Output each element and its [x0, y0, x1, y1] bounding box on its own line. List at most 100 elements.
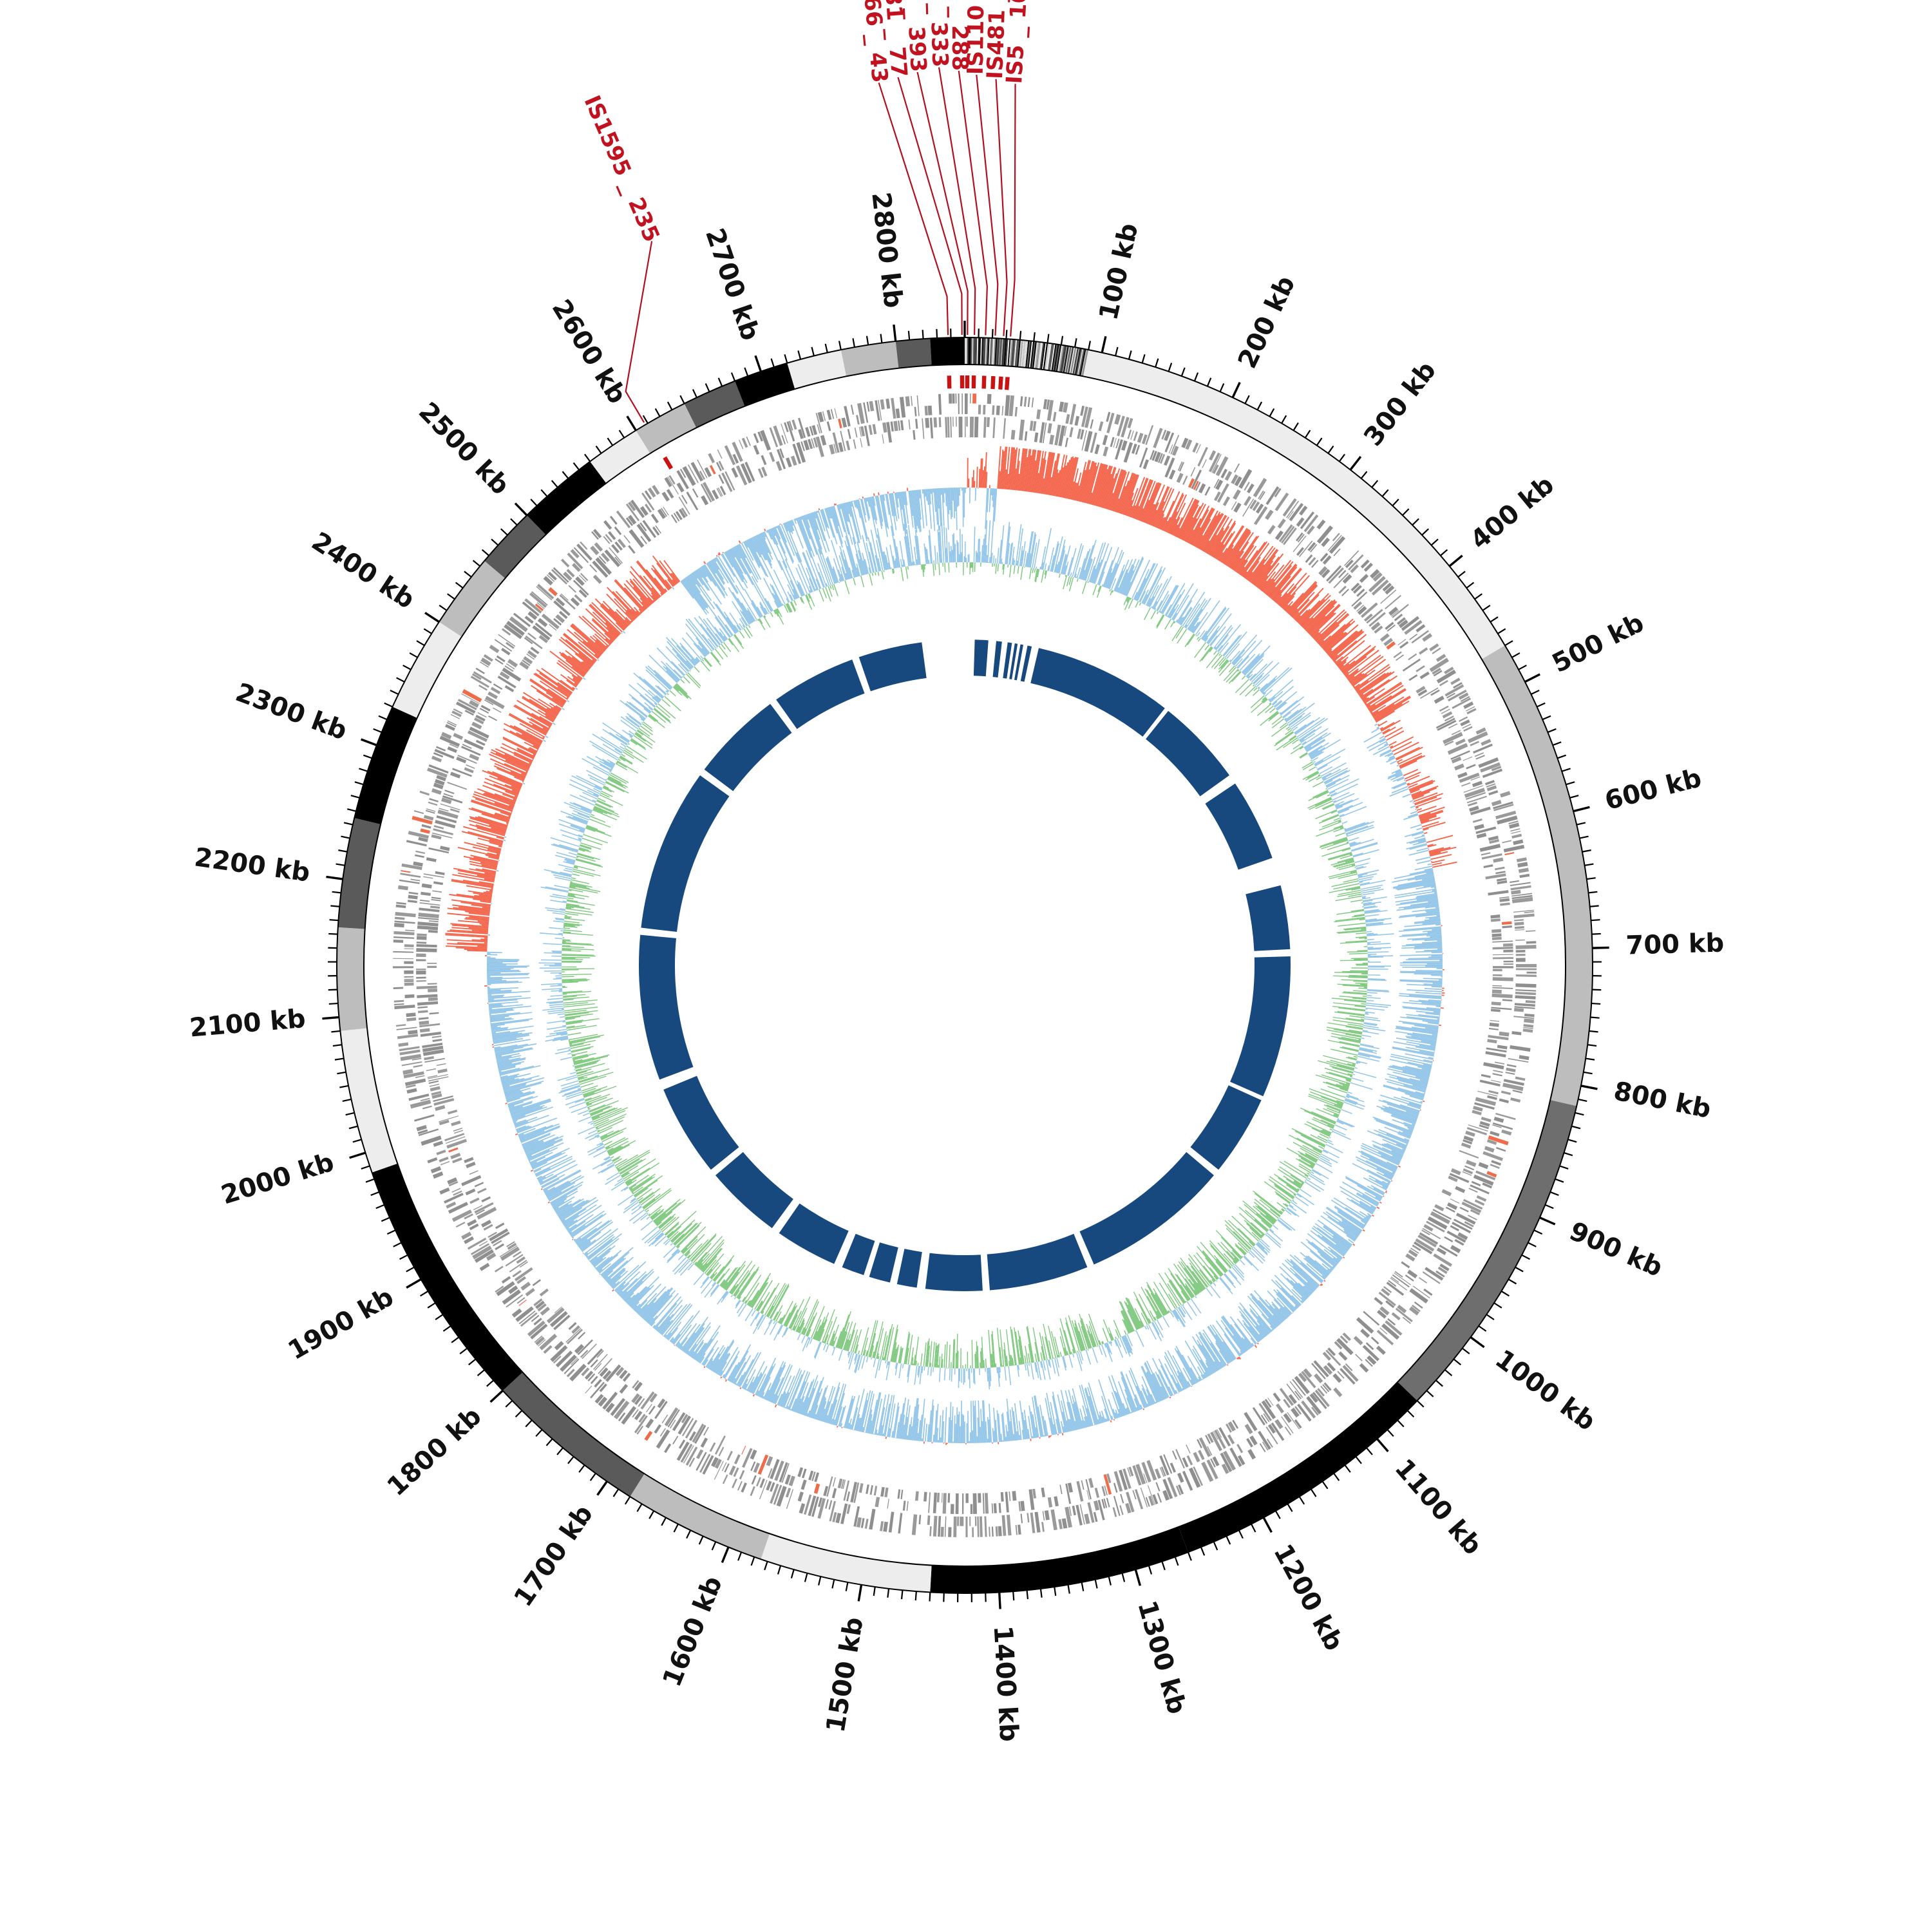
gc-content-bar: [885, 494, 890, 515]
minor-tick: [390, 689, 399, 696]
cds-feature: [537, 618, 548, 627]
cds-feature: [1127, 1467, 1132, 1477]
cds-feature: [972, 1527, 974, 1537]
gc-content-bar: [488, 994, 492, 996]
cds-feature: [644, 490, 652, 500]
gc-content-bar: [1070, 468, 1079, 500]
cds-feature: [744, 462, 755, 482]
gc-content-bar: [1280, 594, 1292, 607]
gc-content-bar: [795, 518, 797, 521]
gc-content-bar: [1388, 1066, 1430, 1077]
cds-feature: [1486, 1047, 1507, 1053]
gc-content-bar: [608, 1268, 626, 1285]
gc-skew-bar: [999, 525, 1005, 564]
gc-content-bar: [1379, 1201, 1382, 1204]
contig-segment: [1046, 343, 1052, 370]
cds-feature: [428, 1080, 439, 1084]
cds-feature: [803, 440, 810, 451]
gc-content-bar: [959, 488, 961, 496]
gc-content-bar: [1327, 1216, 1358, 1238]
gc-content-bar: [1177, 1383, 1182, 1392]
cds-feature: [757, 431, 764, 442]
gc-skew-bar: [1042, 527, 1052, 571]
gc-skew-bar: [1001, 558, 1003, 564]
cds-feature: [1466, 1127, 1488, 1135]
gc-content-bar: [869, 1399, 878, 1434]
cds-feature: [841, 417, 848, 428]
minor-tick: [505, 1400, 513, 1408]
gc-content-bar: [1323, 1226, 1352, 1247]
gc-content-bar: [556, 1203, 572, 1214]
cds-feature: [774, 1461, 784, 1481]
gc-content-bar: [1002, 1440, 1004, 1442]
gc-content-bar: [1417, 839, 1426, 843]
cds-feature: [1422, 633, 1432, 642]
gc-content-bar: [614, 598, 636, 621]
cds-feature: [1464, 1165, 1475, 1171]
gc-content-bar: [605, 1256, 634, 1282]
cds-feature: [1381, 1323, 1400, 1340]
cds-feature: [397, 1034, 419, 1039]
minor-tick: [396, 677, 405, 683]
gc-content-bar: [1249, 1308, 1271, 1334]
cds-feature-highlight: [420, 828, 430, 834]
gc-skew-bar: [1224, 631, 1247, 658]
cds-feature: [1374, 625, 1383, 634]
gc-content-bar: [491, 1025, 534, 1033]
cds-feature: [1408, 674, 1418, 681]
cds-feature: [675, 511, 683, 520]
cds-feature: [1462, 723, 1472, 729]
gc-content-bar: [645, 1294, 670, 1322]
cds-feature: [1441, 1189, 1452, 1197]
gc-content-bar: [1332, 1237, 1349, 1251]
cds-feature: [732, 453, 739, 464]
gc-content-bar: [489, 1017, 506, 1020]
gc-content-bar: [487, 986, 489, 988]
gc-content-bar: [581, 1239, 596, 1251]
gc-content-bar: [1133, 506, 1140, 519]
gc-content-bar: [1336, 1257, 1341, 1262]
gc-content-bar: [1110, 1420, 1112, 1423]
is-marker: [960, 375, 965, 389]
gc-content-bar: [791, 1398, 797, 1411]
gc-content-bar: [814, 511, 826, 542]
gc-content-bar: [477, 788, 516, 804]
gc-content-bar: [509, 724, 543, 743]
cds-feature: [1462, 1171, 1472, 1176]
contig-ring: [336, 337, 1593, 1594]
gc-content-bar: [710, 560, 726, 584]
gc-content-bar: [545, 712, 556, 720]
cds-feature: [407, 900, 417, 904]
gc-skew-bar: [1176, 589, 1198, 623]
cds-feature: [1450, 1245, 1461, 1254]
minor-tick: [1321, 1481, 1329, 1490]
gc-content-bar: [652, 555, 676, 586]
gc-skew-bar: [1113, 564, 1125, 591]
gc-content-bar: [488, 846, 502, 851]
gc-content-bar: [1019, 1400, 1026, 1440]
gc-content-bar: [535, 1158, 573, 1177]
cds-feature: [924, 406, 928, 416]
cds-feature: [1494, 1061, 1505, 1065]
minor-tick: [1501, 1291, 1510, 1297]
gc-content-bar: [1111, 1392, 1121, 1417]
gc-content-bar: [492, 1032, 533, 1040]
gc-content-bar: [1142, 1408, 1144, 1410]
cds-feature: [566, 1368, 575, 1378]
gc-content-bar: [767, 1361, 786, 1401]
gc-content-bar: [808, 513, 823, 554]
gc-content-bar: [1396, 1077, 1428, 1086]
gc-content-bar: [484, 872, 496, 876]
gc-content-bar: [1414, 796, 1437, 806]
cds-feature-highlight: [548, 587, 558, 596]
minor-tick: [341, 835, 350, 839]
gc-content-bar: [1093, 1425, 1095, 1426]
gc-content-bar: [1006, 1411, 1010, 1441]
gc-content-bar: [489, 1015, 509, 1019]
gc-content-bar: [1052, 469, 1059, 496]
gc-skew-bar: [1020, 566, 1023, 580]
cds-feature: [832, 432, 840, 453]
gc-content-bar: [934, 488, 938, 525]
gc-content-bar: [1332, 640, 1358, 661]
contig-segment: [1028, 341, 1034, 368]
